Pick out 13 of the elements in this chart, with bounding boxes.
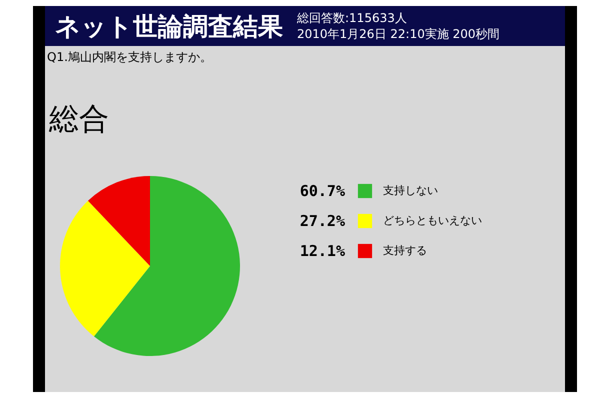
text: Q1.鳩山内閣を支持しますか。 bbox=[46, 49, 213, 66]
pie-slice bbox=[94, 176, 240, 356]
chart-subtitle: 総回答数:115633人 2010年1月26日 22:10実施 200秒間 bbox=[297, 10, 500, 42]
data-label: 12.1% bbox=[300, 242, 345, 260]
data-label: 27.2% bbox=[300, 212, 345, 230]
pie-slice bbox=[88, 176, 150, 266]
data-label: 60.7% bbox=[300, 182, 345, 200]
chart-title: ネット世論調査結果 bbox=[54, 10, 283, 42]
legend-label: 支持する bbox=[383, 244, 427, 257]
legend-label: どちらともいえない bbox=[383, 214, 482, 227]
legend-label: 支持しない bbox=[383, 184, 438, 197]
text: 総合 bbox=[49, 101, 110, 139]
pie-slice bbox=[60, 200, 150, 336]
